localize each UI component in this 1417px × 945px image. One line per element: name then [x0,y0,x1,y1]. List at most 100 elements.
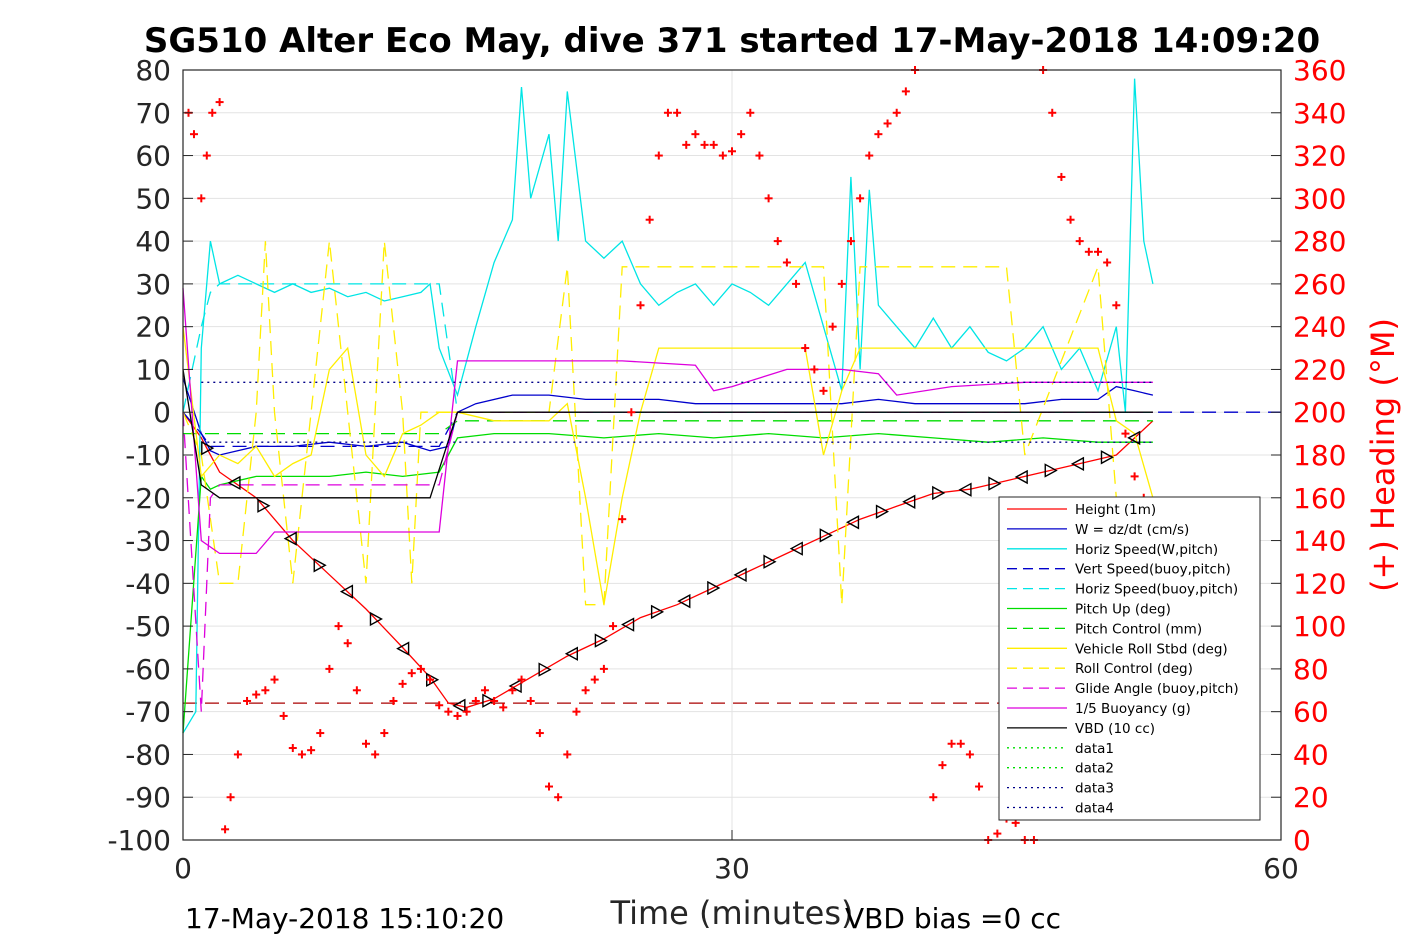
legend: Height (1m) W = dz/dt (cm/s) Horiz Speed(W… [998,496,1261,821]
heading-point [599,664,608,673]
y-tick-label: 80 [135,54,171,87]
heading-point [792,279,801,288]
heading-point [545,782,553,791]
heading-point [362,739,370,748]
heading-point [938,761,947,770]
heading-point [1121,429,1130,438]
heading-point [389,696,398,705]
height-marker [763,554,777,569]
heading-point [691,130,700,139]
legend-entry-label: data4 [1075,801,1114,817]
heading-point [352,686,361,695]
heading-point [819,386,828,395]
right-axis-ticks: 3603403203002802602402202001801601401201… [1271,54,1346,857]
heading-point [508,686,517,695]
heading-point [837,279,846,288]
heading-point [718,151,727,160]
y-tick-label: -50 [125,610,171,643]
heading-point [901,87,910,96]
heading-point [1084,247,1093,256]
heading-point [517,675,526,684]
y2-tick-label: 120 [1293,567,1346,600]
y-tick-label: 30 [135,268,171,301]
right-axis-label: (+) Heading (°M) [1364,318,1402,592]
heading-point [453,711,462,720]
heading-point [215,98,224,107]
height-marker [958,482,972,497]
heading-point [189,130,198,139]
heading-point [883,119,892,128]
height-marker [875,504,890,519]
heading-point [636,301,645,310]
height-marker [1070,456,1085,472]
series-line-11 [182,288,1153,555]
heading-point [627,408,636,417]
heading-point [673,108,682,117]
x-tick-label: 0 [174,852,192,885]
y-tick-label: 70 [135,97,171,130]
heading-point [307,746,316,755]
heading-point [288,744,297,753]
y2-tick-label: 220 [1293,353,1346,386]
x-axis-ticks: 0 30 60 [174,830,1299,885]
legend-entry-label: Roll Control (deg) [1075,661,1193,677]
y2-tick-label: 180 [1293,439,1346,472]
y-tick-label: 40 [135,225,171,258]
heading-point [208,108,217,117]
height-marker [594,633,608,648]
y-tick-label: 60 [135,140,171,173]
height-marker [707,580,721,596]
footer-timestamp: 17-May-2018 15:10:20 [185,902,504,935]
y-tick-label: -10 [125,439,171,472]
legend-entry-label: Glide Angle (buoy,pitch) [1075,681,1239,697]
heading-point [490,696,499,705]
heading-point [993,829,1002,838]
x-axis-label: Time (minutes) [610,894,854,932]
legend-entry-label: Pitch Up (deg) [1075,602,1171,618]
heading-point [782,258,791,267]
footer-vbd-bias: VBD bias =0 cc [845,902,1061,935]
heading-point [1103,258,1112,267]
heading-point [202,151,211,160]
heading-point [1075,237,1084,246]
series-line-4 [182,411,1281,448]
heading-point [563,750,572,759]
heading-point [1094,247,1102,256]
heading-point [828,322,837,331]
height-marker [482,693,496,708]
heading-point [865,151,874,160]
heading-point [1066,215,1075,224]
height-marker [339,584,354,599]
height-marker [508,678,522,694]
x-tick-label: 60 [1263,852,1299,885]
heading-point [700,140,709,149]
y2-tick-label: 60 [1293,696,1329,729]
heading-point [1130,472,1139,481]
heading-point [947,739,956,748]
height-marker [988,476,1002,491]
legend-entry-label: Horiz Speed(W,pitch) [1075,542,1218,558]
heading-point [975,782,984,791]
heading-point [316,729,325,738]
heading-point [654,151,663,160]
heading-point [471,696,480,705]
heading-point [343,639,352,648]
heading-point [398,679,407,688]
heading-point [590,675,599,684]
height-marker [452,698,466,713]
heading-point [197,194,206,203]
y-tick-label: 50 [135,182,171,215]
height-marker [677,593,691,609]
legend-entry-label: Vehicle Roll Stbd (deg) [1075,641,1228,657]
heading-point [279,711,288,720]
legend-entry-label: data2 [1075,761,1114,777]
heading-point [426,675,435,684]
heading-point [462,707,471,716]
y-tick-label: 10 [135,353,171,386]
height-marker [789,541,803,556]
heading-point [535,729,544,738]
series-line-7 [183,420,1153,435]
heading-point [682,140,691,149]
height-marker [313,558,327,573]
heading-point [1057,172,1066,181]
